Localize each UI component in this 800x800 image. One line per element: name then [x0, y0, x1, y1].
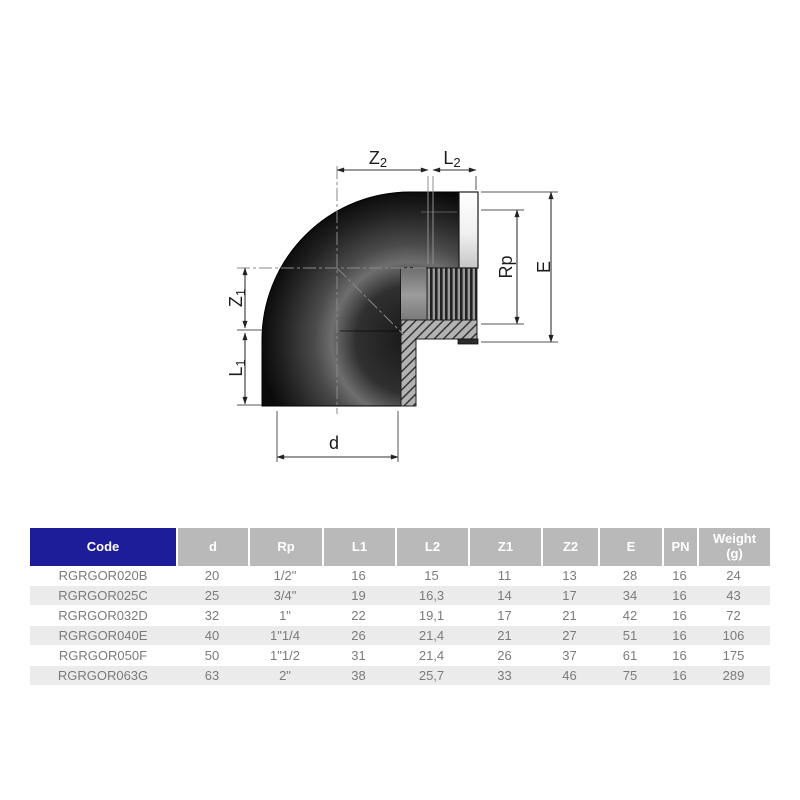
table-cell: 37 — [541, 646, 598, 666]
table-cell: 16 — [662, 566, 697, 586]
table-cell: 21,4 — [395, 646, 468, 666]
table-cell: 34 — [598, 586, 662, 606]
cell-code: RGRGOR050F — [30, 646, 176, 666]
table-row: RGRGOR050F 50 1"1/2 31 21,4 26 37 61 16 175 — [30, 646, 770, 666]
table-cell: 21 — [468, 626, 541, 646]
table-cell: 289 — [697, 666, 770, 686]
table-cell: 25,7 — [395, 666, 468, 686]
table-cell: 1"1/2 — [248, 646, 322, 666]
table-cell: 3/4" — [248, 586, 322, 606]
table-cell: 26 — [322, 626, 395, 646]
table-cell: 61 — [598, 646, 662, 666]
col-header-z2: Z2 — [541, 528, 598, 566]
table-cell: 28 — [598, 566, 662, 586]
col-header-pn: PN — [662, 528, 697, 566]
table-cell: 27 — [541, 626, 598, 646]
table-row: RGRGOR025C 25 3/4" 19 16,3 14 17 34 16 43 — [30, 586, 770, 606]
label-l1: L1 — [226, 359, 248, 376]
table-cell: 14 — [468, 586, 541, 606]
table-cell: 11 — [468, 566, 541, 586]
table-cell: 16 — [662, 586, 697, 606]
table-cell: 46 — [541, 666, 598, 686]
label-l2: L2 — [443, 148, 460, 170]
col-header-code: Code — [30, 528, 176, 566]
table-cell: 16 — [662, 606, 697, 626]
elbow-body — [261, 191, 460, 407]
col-header-z1: Z1 — [468, 528, 541, 566]
table-cell: 16 — [322, 566, 395, 586]
col-header-weight: Weight (g) — [697, 528, 770, 566]
table-cell: 17 — [468, 606, 541, 626]
socket-mouth — [401, 268, 427, 320]
table-cell: 19,1 — [395, 606, 468, 626]
socket-foot — [457, 338, 479, 345]
table-cell: 24 — [697, 566, 770, 586]
table-cell: 2" — [248, 666, 322, 686]
dimension-lines — [242, 167, 554, 460]
col-header-d: d — [176, 528, 248, 566]
table-body: RGRGOR020B 20 1/2" 16 15 11 13 28 16 24 RGRGOR025C… — [30, 566, 770, 686]
table-cell: 19 — [322, 586, 395, 606]
table-row: RGRGOR032D 32 1" 22 19,1 17 21 42 16 72 — [30, 606, 770, 626]
table-cell: 75 — [598, 666, 662, 686]
end-ring — [458, 191, 479, 269]
table-cell: 32 — [176, 606, 248, 626]
table-cell: 1/2" — [248, 566, 322, 586]
cell-code: RGRGOR063G — [30, 666, 176, 686]
centerlines — [237, 166, 428, 414]
label-z1: Z1 — [226, 289, 248, 307]
label-e: E — [534, 261, 554, 273]
table-cell: 42 — [598, 606, 662, 626]
table-cell: 15 — [395, 566, 468, 586]
table-cell: 63 — [176, 666, 248, 686]
table-cell: 16 — [662, 666, 697, 686]
table-cell: 13 — [541, 566, 598, 586]
table-header-row: Code d Rp L1 L2 Z1 Z2 E PN Weight (g) — [30, 528, 770, 566]
table-cell: 33 — [468, 666, 541, 686]
table-cell: 106 — [697, 626, 770, 646]
table-cell: 16 — [662, 646, 697, 666]
cell-code: RGRGOR040E — [30, 626, 176, 646]
table-cell: 17 — [541, 586, 598, 606]
extension-lines — [237, 176, 558, 462]
table-row: RGRGOR020B 20 1/2" 16 15 11 13 28 16 24 — [30, 566, 770, 586]
table-cell: 40 — [176, 626, 248, 646]
table-cell: 26 — [468, 646, 541, 666]
table-cell: 20 — [176, 566, 248, 586]
weight-unit-label: (g) — [726, 546, 743, 561]
table-row: RGRGOR063G 63 2" 38 25,7 33 46 75 16 289 — [30, 666, 770, 686]
table-cell: 50 — [176, 646, 248, 666]
table-cell: 43 — [697, 586, 770, 606]
section-hatch — [400, 319, 478, 407]
cell-code: RGRGOR020B — [30, 566, 176, 586]
label-rp: Rp — [496, 255, 516, 278]
col-header-e: E — [598, 528, 662, 566]
weight-label: Weight — [712, 531, 757, 547]
thread-section — [426, 267, 478, 321]
label-z2: Z2 — [369, 148, 387, 170]
col-header-l1: L1 — [322, 528, 395, 566]
cell-code: RGRGOR025C — [30, 586, 176, 606]
table-row: RGRGOR040E 40 1"1/4 26 21,4 21 27 51 16 106 — [30, 626, 770, 646]
spec-table: Code d Rp L1 L2 Z1 Z2 E PN Weight (g) RG… — [30, 528, 770, 686]
cell-code: RGRGOR032D — [30, 606, 176, 626]
table-cell: 16 — [662, 626, 697, 646]
table-cell: 25 — [176, 586, 248, 606]
table-cell: 31 — [322, 646, 395, 666]
table-cell: 21,4 — [395, 626, 468, 646]
table-cell: 38 — [322, 666, 395, 686]
table-cell: 1"1/4 — [248, 626, 322, 646]
col-header-rp: Rp — [248, 528, 322, 566]
label-d: d — [329, 433, 339, 453]
col-header-l2: L2 — [395, 528, 468, 566]
table-cell: 175 — [697, 646, 770, 666]
table-cell: 22 — [322, 606, 395, 626]
table-cell: 21 — [541, 606, 598, 626]
fitting-diagram: Z2 L2 Z1 L1 Rp E d — [226, 148, 558, 462]
table-cell: 16,3 — [395, 586, 468, 606]
table-cell: 51 — [598, 626, 662, 646]
table-cell: 72 — [697, 606, 770, 626]
table-cell: 1" — [248, 606, 322, 626]
